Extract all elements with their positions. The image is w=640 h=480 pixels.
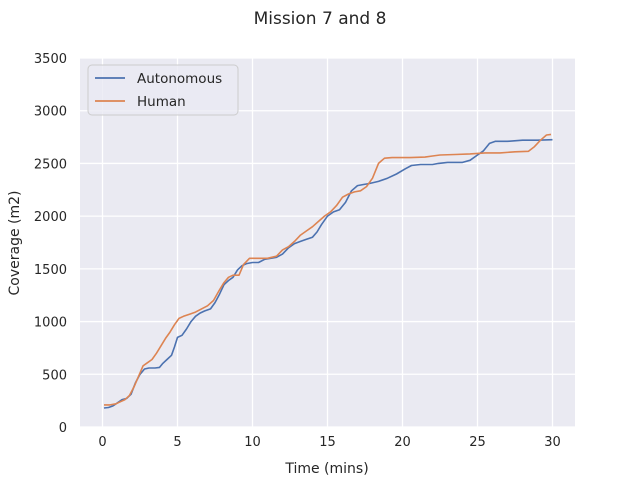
y-tick-label: 2500 [34,157,67,172]
x-tick-label: 10 [244,435,261,450]
x-tick-label: 30 [544,435,561,450]
y-tick-label: 500 [42,368,67,383]
x-axis-ticks: 0 5 10 15 20 25 30 [98,435,560,450]
y-tick-label: 3000 [34,105,67,120]
x-tick-label: 5 [173,435,181,450]
y-axis-ticks: 0 500 1000 1500 2000 2500 3000 3500 [34,52,67,436]
legend: Autonomous Human [87,64,239,116]
x-axis-label: Time (mins) [284,461,368,477]
y-axis-label: Coverage (m2) [7,191,23,296]
y-tick-label: 1500 [34,263,67,278]
series-line-human [104,133,552,406]
legend-label: Human [137,94,186,110]
legend-box [87,64,239,116]
x-tick-label: 0 [98,435,106,450]
y-tick-label: 2000 [34,210,67,225]
series-layer [103,133,553,409]
legend-label: Autonomous [137,71,222,87]
y-tick-label: 1000 [34,316,67,331]
chart-title: Mission 7 and 8 [254,9,387,29]
y-tick-label: 3500 [34,52,67,67]
grid-lines [80,57,575,428]
x-tick-label: 20 [394,435,411,450]
y-tick-label: 0 [59,421,67,436]
x-tick-label: 25 [469,435,486,450]
x-tick-label: 15 [319,435,336,450]
